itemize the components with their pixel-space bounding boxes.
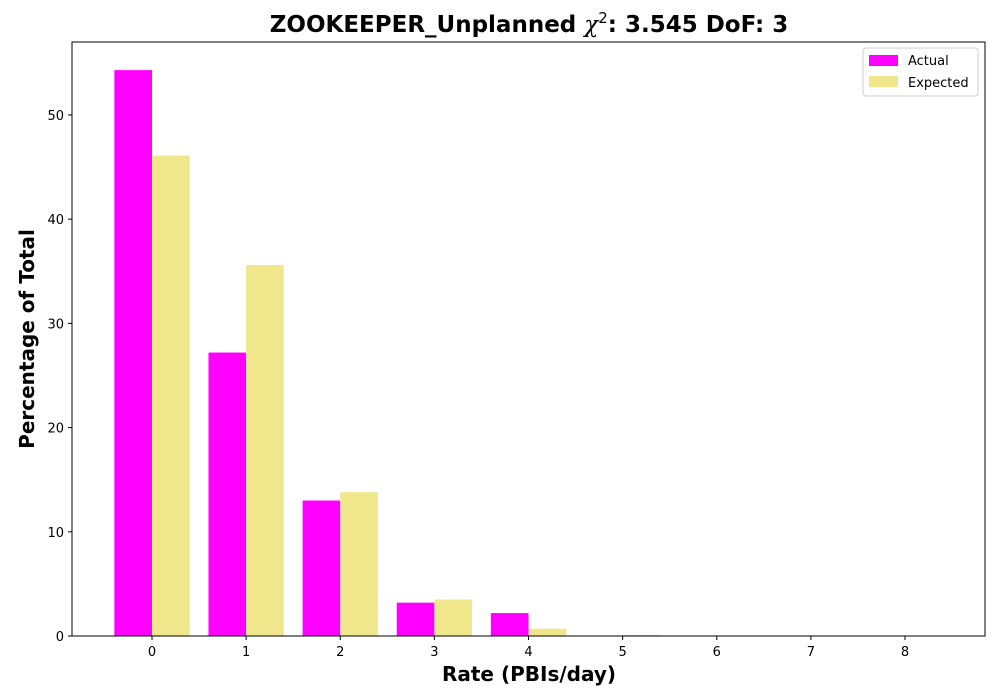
y-tick-label: 0 [56,630,64,645]
bar-expected-3 [434,599,473,636]
y-tick-label: 50 [47,109,64,124]
y-tick-label: 10 [47,526,64,541]
y-tick-label: 30 [47,317,64,332]
legend: Actual Expected [862,47,979,97]
bar-actual-0 [114,70,153,636]
bar-expected-5 [622,634,661,636]
x-tick-label: 8 [901,645,909,660]
x-axis-label: Rate (PBIs/day) [442,662,616,686]
y-axis-label: Percentage of Total [15,229,39,449]
legend-label-expected: Expected [908,76,969,91]
bar-actual-1 [208,352,247,636]
bar-expected-2 [340,492,378,636]
x-tick-label: 4 [524,645,532,660]
x-tick-label: 2 [336,645,344,660]
bar-expected-1 [246,265,284,636]
axes: 0 1 2 3 4 5 6 7 8 0 10 20 30 40 50 [47,41,986,660]
x-tick-label: 3 [430,645,438,660]
legend-label-actual: Actual [908,54,949,69]
bar-expected-4 [528,628,567,636]
bar-actual-4 [490,613,529,636]
legend-swatch-actual [869,55,898,66]
x-tick-label: 0 [148,645,156,660]
bar-actual-2 [302,500,341,636]
x-tick-label: 5 [618,645,626,660]
bars [114,70,661,636]
bar-actual-3 [396,602,435,636]
y-tick-label: 40 [47,213,64,228]
legend-swatch-expected [869,76,898,87]
bar-expected-0 [152,155,190,636]
chart-title: ZOOKEEPER_Unplanned χ2: 3.545 DoF: 3 [270,9,789,38]
x-tick-label: 7 [807,645,815,660]
x-tick-label: 6 [713,645,721,660]
y-tick-label: 20 [47,422,64,437]
x-tick-label: 1 [242,645,250,660]
